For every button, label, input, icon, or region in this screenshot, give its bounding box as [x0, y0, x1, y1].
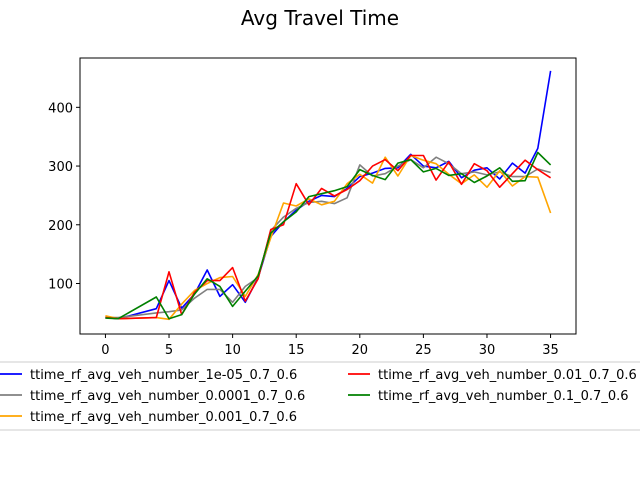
x-tick-label: 20	[352, 343, 369, 358]
series-line-4	[105, 154, 552, 320]
legend-label-2: ttime_rf_avg_veh_number_0.0001_0.7_0.6	[30, 389, 305, 404]
series-line-3	[105, 154, 552, 321]
legend-label-1: ttime_rf_avg_veh_number_1e-05_0.7_0.6	[30, 368, 297, 383]
x-tick-label: 30	[479, 343, 496, 358]
y-tick-label: 100	[48, 277, 73, 292]
x-tick-label: 10	[224, 343, 241, 358]
plot-area: 0 5 10 15 20 25 30 35 100 200 300 400	[48, 57, 577, 358]
legend-label-3: ttime_rf_avg_veh_number_0.001_0.7_0.6	[30, 410, 297, 425]
x-tick-label: 5	[165, 343, 173, 358]
legend-label-4: ttime_rf_avg_veh_number_0.01_0.7_0.6	[378, 368, 637, 383]
series-line-5	[105, 151, 552, 320]
chart-title: Avg Travel Time	[241, 6, 399, 30]
y-tick-label: 200	[48, 219, 73, 234]
legend-label-5: ttime_rf_avg_veh_number_0.1_0.7_0.6	[378, 389, 629, 404]
legend: ttime_rf_avg_veh_number_1e-05_0.7_0.6tti…	[0, 361, 640, 431]
y-tick-label: 300	[48, 160, 73, 175]
y-tick-label: 400	[48, 101, 73, 116]
series-line-2	[105, 156, 551, 319]
x-tick-label: 15	[288, 343, 305, 358]
x-tick-label: 0	[101, 343, 109, 358]
x-tick-label: 35	[542, 343, 559, 358]
x-tick-label: 25	[415, 343, 432, 358]
axes-frame	[79, 57, 577, 335]
